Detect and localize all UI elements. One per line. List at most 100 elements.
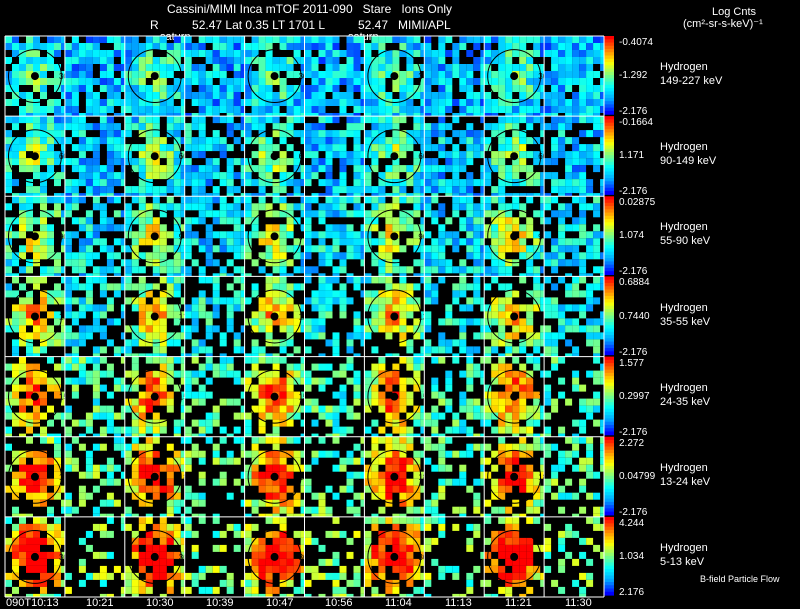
heatmap-cell [558,433,566,437]
ring-label: 60 [418,152,427,161]
heatmap-cell [311,144,319,152]
heatmap-cell [392,457,400,465]
heatmap-cell [145,586,153,594]
heatmap-cell [198,297,206,305]
heatmap-cell [540,339,545,347]
heatmap-cell [600,36,604,43]
heatmap-cell [579,273,587,277]
heatmap-cell [325,64,333,71]
heatmap-cell [113,412,121,420]
heatmap-cell [325,231,333,239]
heatmap-cell [399,276,407,284]
heatmap-cell [526,384,534,392]
heatmap-cell [205,193,213,197]
heatmap-cell [219,78,227,85]
heatmap-cell [184,266,192,274]
heatmap-cell [40,85,47,92]
ephemeris-line: R 52.47 Lat 0.35 LT 1701 L 52.47 MIMI/AP… [150,18,451,32]
heatmap-cell [233,245,241,253]
heatmap-cell [452,283,460,291]
heatmap-cell [480,92,485,99]
heatmap-cell [332,43,340,50]
heatmap-cell [85,370,93,378]
heatmap-cell [205,565,213,573]
heatmap-cell [406,551,414,559]
heatmap-cell [145,158,153,166]
heatmap-cell [212,231,220,239]
heatmap-cell [420,64,425,71]
heatmap-cell [473,266,481,274]
heatmap-cell [5,377,12,385]
heatmap-cell [579,506,587,514]
heatmap-cell [586,43,594,50]
heatmap-cell [399,217,407,225]
colorbar-segment [604,45,614,50]
heatmap-cell [54,266,61,274]
heatmap-cell [586,405,594,413]
heatmap-cell [392,537,400,545]
heatmap-cell [138,144,146,152]
heatmap-cell [459,193,467,197]
heatmap-cell [459,266,467,274]
heatmap-cell [279,130,287,138]
heatmap-cell [180,516,185,524]
heatmap-cell [505,259,513,267]
colorbar-segment [604,482,614,487]
heatmap-cell [300,530,305,538]
heatmap-cell [540,433,545,437]
heatmap-cell [286,259,294,267]
heatmap-cell [258,36,266,43]
heatmap-cell [318,50,326,57]
heatmap-cell [491,165,499,173]
heatmap-cell [138,231,146,239]
heatmap-cell [40,464,47,472]
heatmap-cell [64,276,72,284]
heatmap-cell [318,99,326,106]
heatmap-cell [445,64,453,71]
heatmap-cell [106,513,114,517]
heatmap-cell [226,99,234,106]
heatmap-cell [184,332,192,340]
heatmap-cell [558,116,566,124]
heatmap-cell [33,186,40,194]
heatmap-cell [399,50,407,57]
heatmap-cell [173,238,181,246]
heatmap-cell [399,419,407,427]
heatmap-cell [180,203,185,211]
heatmap-cell [19,363,26,371]
heatmap-cell [19,551,26,559]
heatmap-cell [180,370,185,378]
heatmap-cell [106,224,114,232]
heatmap-cell [166,586,174,594]
heatmap-cell [180,405,185,413]
heatmap-cell [78,238,86,246]
heatmap-cell [92,57,100,64]
heatmap-cell [265,297,273,305]
heatmap-cell [392,412,400,420]
heatmap-cell [480,419,485,427]
heatmap-cell [519,339,527,347]
heatmap-cell [459,318,467,326]
heatmap-cell [120,43,125,50]
heatmap-cell [286,123,294,131]
heatmap-cell [572,172,580,180]
heatmap-cell [5,99,12,106]
heatmap-cell [279,179,287,187]
heatmap-cell [360,92,365,99]
heatmap-cell [191,318,199,326]
heatmap-cell [572,252,580,260]
heatmap-cell [438,266,446,274]
heatmap-cell [78,259,86,267]
heatmap-cell [378,259,386,267]
heatmap-cell [600,130,604,138]
heatmap-cell [99,99,107,106]
heatmap-cell [61,266,65,274]
heatmap-cell [64,193,72,197]
heatmap-cell [258,457,266,465]
heatmap-cell [265,530,273,538]
heatmap-cell [346,579,354,587]
heatmap-cell [40,113,47,117]
heatmap-cell [480,297,485,305]
heatmap-cell [519,513,527,517]
heatmap-cell [40,78,47,85]
